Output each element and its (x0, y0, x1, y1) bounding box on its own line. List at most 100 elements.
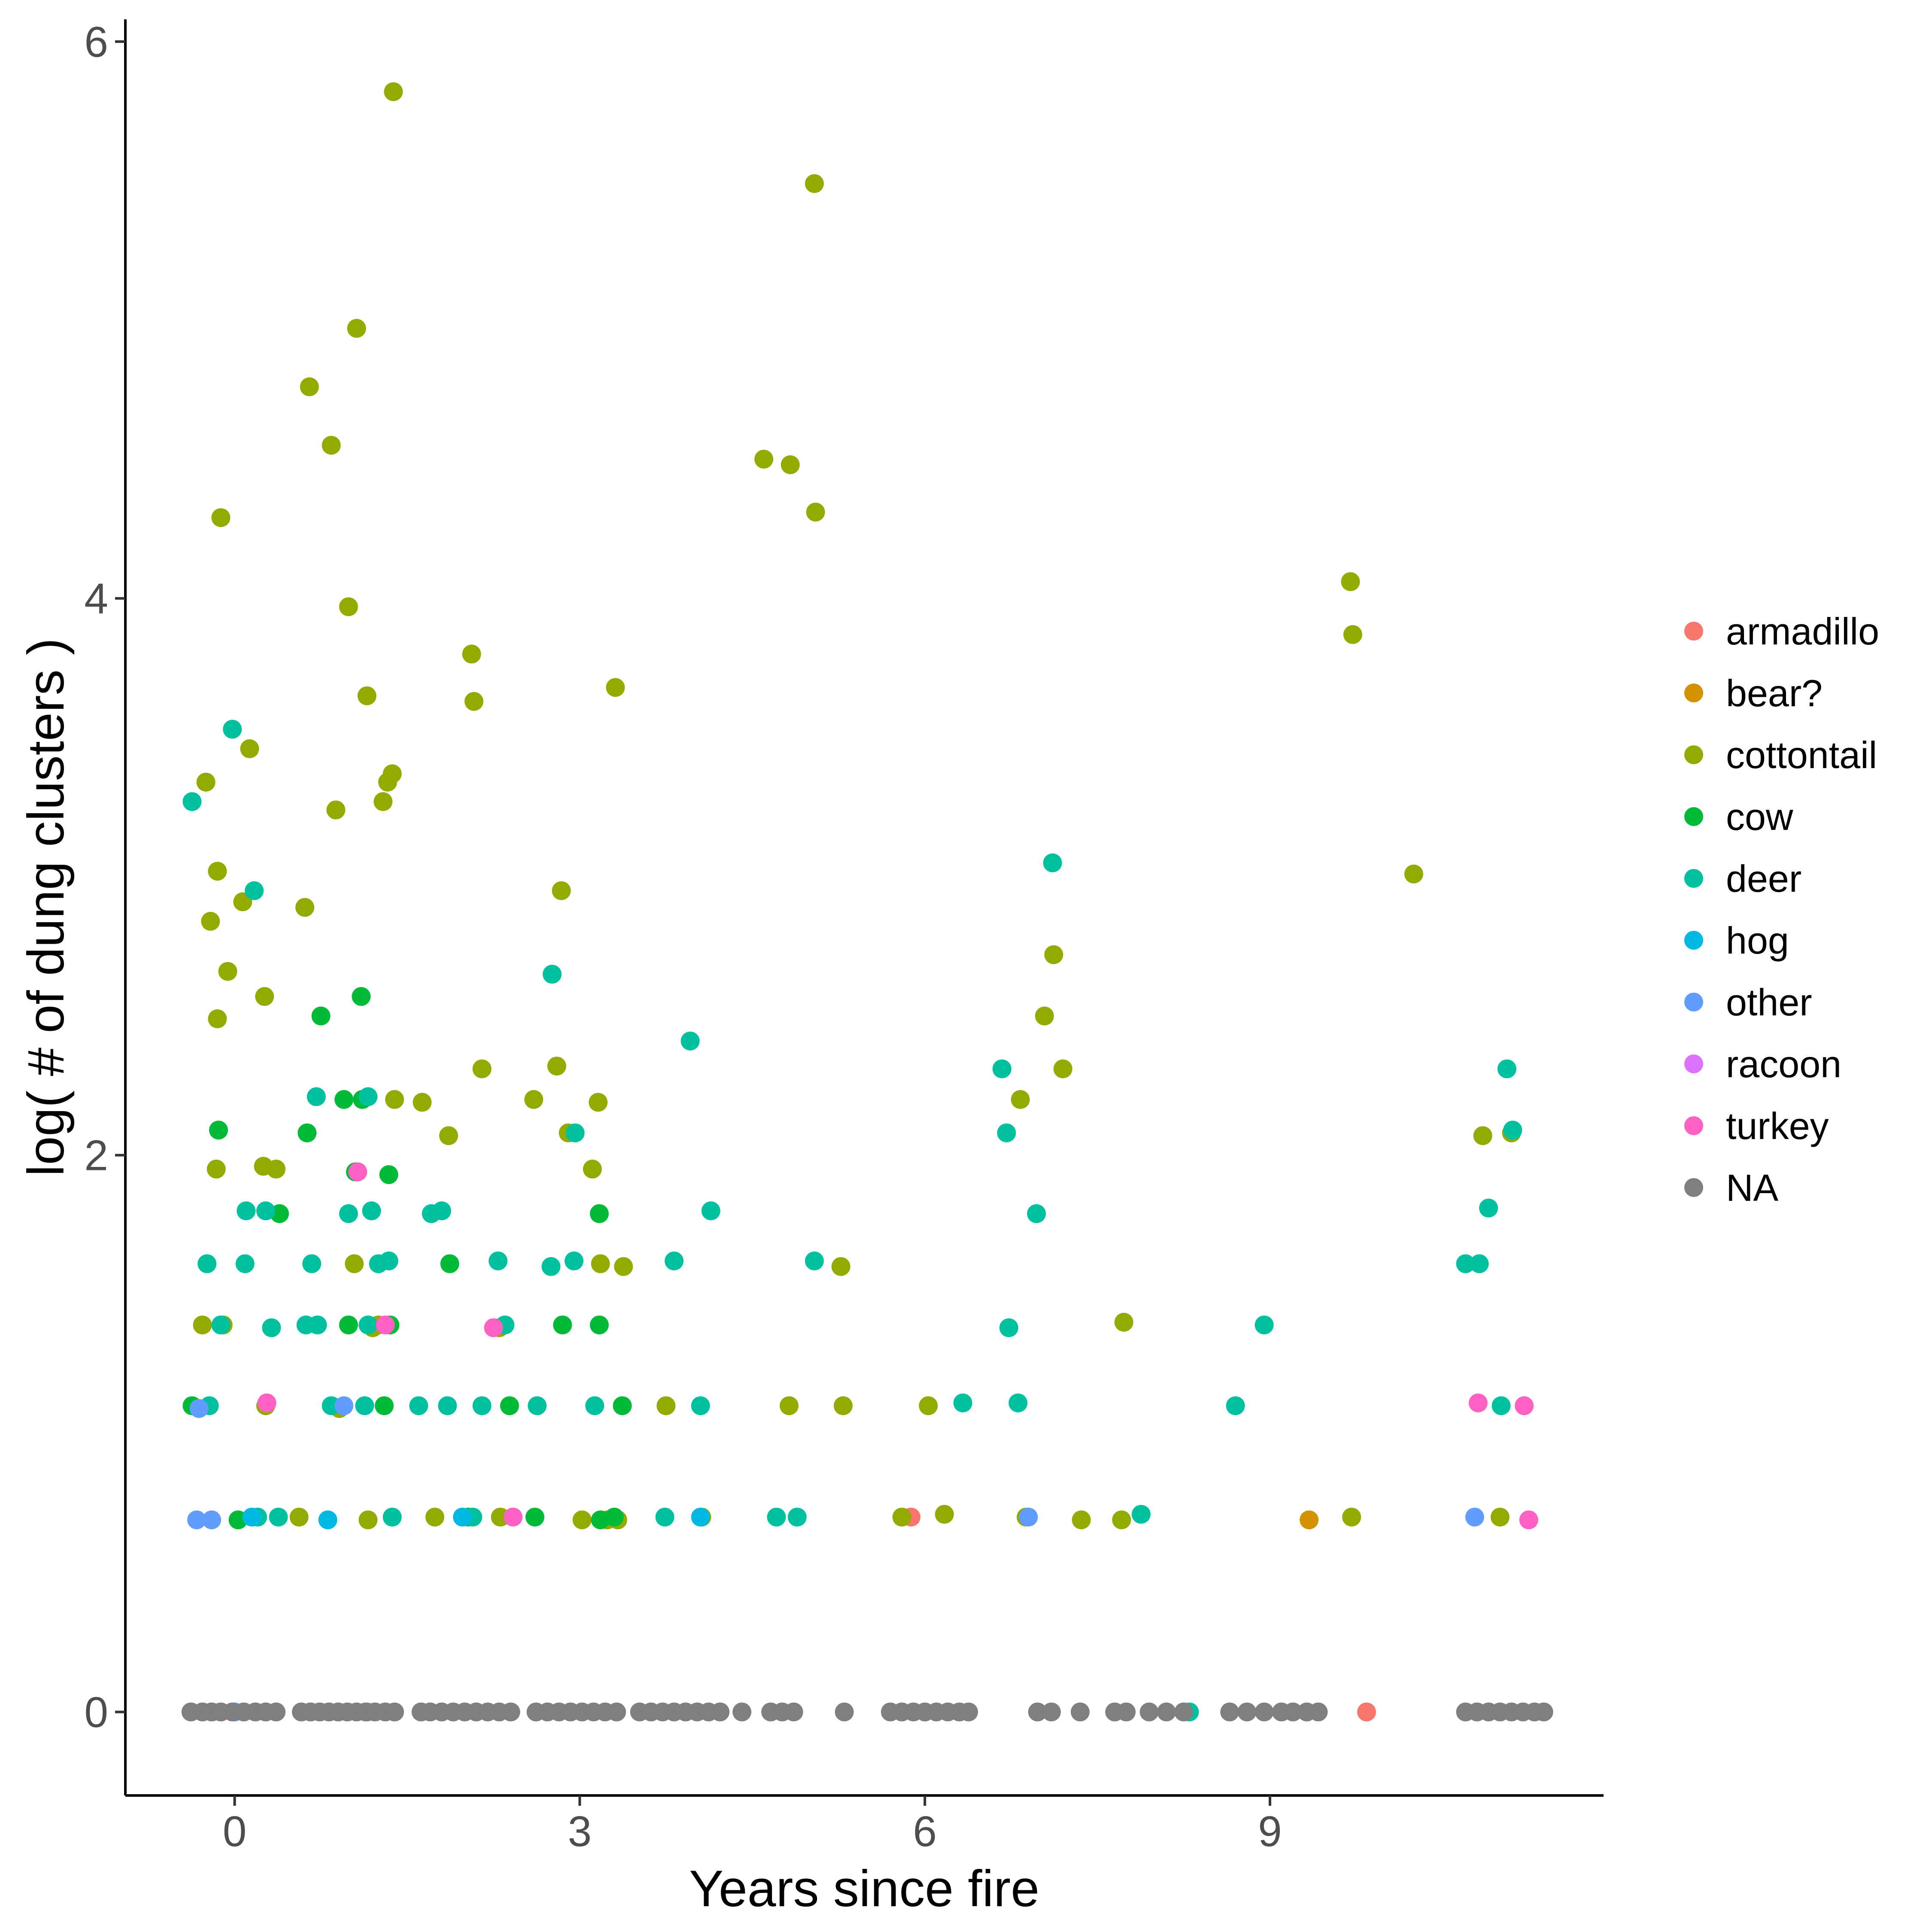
x-tick-label: 3 (568, 1807, 592, 1856)
point-deer (565, 1123, 585, 1142)
point-cottontail (1341, 572, 1360, 591)
point-cottontail (1035, 1006, 1054, 1026)
point-turkey (257, 1393, 276, 1413)
point-deer (262, 1318, 281, 1337)
point-na (1534, 1702, 1553, 1722)
point-cottontail (831, 1257, 851, 1276)
point-deer (1456, 1254, 1475, 1273)
point-cottontail (1343, 625, 1362, 644)
point-na (1028, 1702, 1047, 1722)
point-cottontail (267, 1160, 286, 1179)
point-deer (256, 1201, 275, 1221)
point-deer (308, 1315, 327, 1335)
point-deer (585, 1396, 605, 1416)
point-deer (237, 1201, 256, 1221)
point-cottontail (1404, 864, 1423, 884)
point-other (1019, 1507, 1038, 1527)
point-cottontail (385, 1090, 404, 1109)
point-deer (1043, 853, 1062, 872)
point-cottontail (196, 772, 216, 792)
point-cow (352, 987, 371, 1006)
point-deer (767, 1507, 786, 1527)
point-cottontail (1342, 1507, 1361, 1527)
legend-label-bear: bear? (1726, 672, 1823, 714)
point-cottontail (892, 1507, 911, 1527)
point-deer (541, 1257, 561, 1276)
point-na (959, 1702, 978, 1722)
point-cow (374, 1396, 394, 1416)
legend-label-hog: hog (1726, 919, 1789, 962)
point-cottontail (805, 174, 824, 193)
legend: armadillo bear? cottontail cow deer hog other r… (1684, 610, 1879, 1209)
point-cow (379, 1165, 398, 1184)
point-deer (362, 1201, 381, 1221)
point-cottontail (425, 1507, 444, 1527)
point-cow (298, 1123, 317, 1142)
point-cottontail (193, 1315, 212, 1335)
point-cottontail (289, 1507, 309, 1527)
point-deer (1497, 1059, 1516, 1078)
point-na (1117, 1702, 1136, 1722)
point-cottontail (300, 377, 319, 396)
legend-label-deer: deer (1726, 857, 1801, 900)
point-deer (1470, 1254, 1489, 1273)
point-deer (211, 1315, 231, 1335)
x-axis-title: Years since fire (689, 1860, 1039, 1917)
point-deer (528, 1396, 547, 1416)
point-cow (613, 1396, 632, 1416)
point-cottontail (208, 862, 227, 881)
point-cottontail (464, 692, 483, 711)
point-deer (1131, 1505, 1151, 1524)
point-cow (440, 1254, 459, 1273)
point-cottontail (207, 1160, 226, 1179)
point-cottontail (218, 962, 237, 981)
point-cottontail (806, 502, 825, 522)
point-cow (591, 1510, 610, 1530)
legend-key-cow (1684, 807, 1703, 826)
legend-key-other (1684, 993, 1703, 1012)
point-cottontail (472, 1059, 492, 1078)
point-deer (655, 1507, 674, 1527)
point-deer (245, 881, 264, 900)
point-na (1042, 1702, 1061, 1722)
point-cottontail (413, 1093, 432, 1112)
point-deer (302, 1254, 322, 1273)
point-cottontail (583, 1160, 602, 1179)
point-hog (453, 1507, 472, 1527)
point-deer (355, 1396, 374, 1416)
point-cottontail (935, 1505, 954, 1524)
point-turkey (348, 1162, 368, 1182)
point-deer (1492, 1396, 1511, 1416)
point-cottontail (1114, 1312, 1133, 1332)
point-na (1283, 1702, 1303, 1722)
point-cottontail (201, 911, 220, 931)
point-na (784, 1702, 803, 1722)
point-cottontail (240, 739, 259, 758)
point-other (187, 1510, 207, 1530)
y-tick-label: 4 (84, 575, 108, 623)
point-cottontail (780, 1396, 799, 1416)
point-deer (680, 1031, 700, 1051)
point-cottontail (439, 1126, 458, 1145)
point-other (1465, 1507, 1484, 1527)
point-na (607, 1702, 626, 1722)
point-cottontail (754, 450, 774, 469)
point-deer (339, 1204, 358, 1223)
point-cottontail (211, 508, 231, 527)
point-deer (565, 1252, 583, 1270)
point-na (1139, 1702, 1159, 1722)
point-hog (318, 1510, 337, 1530)
point-turkey (1515, 1396, 1534, 1416)
point-na (1220, 1702, 1239, 1722)
point-deer (358, 1087, 378, 1106)
point-hog (691, 1507, 710, 1527)
point-cottontail (1473, 1126, 1492, 1145)
point-deer (1009, 1393, 1028, 1413)
point-cottontail (1044, 945, 1063, 964)
point-deer (1027, 1204, 1046, 1223)
point-deer (992, 1059, 1012, 1078)
point-hog (242, 1507, 261, 1527)
point-deer (997, 1123, 1016, 1142)
